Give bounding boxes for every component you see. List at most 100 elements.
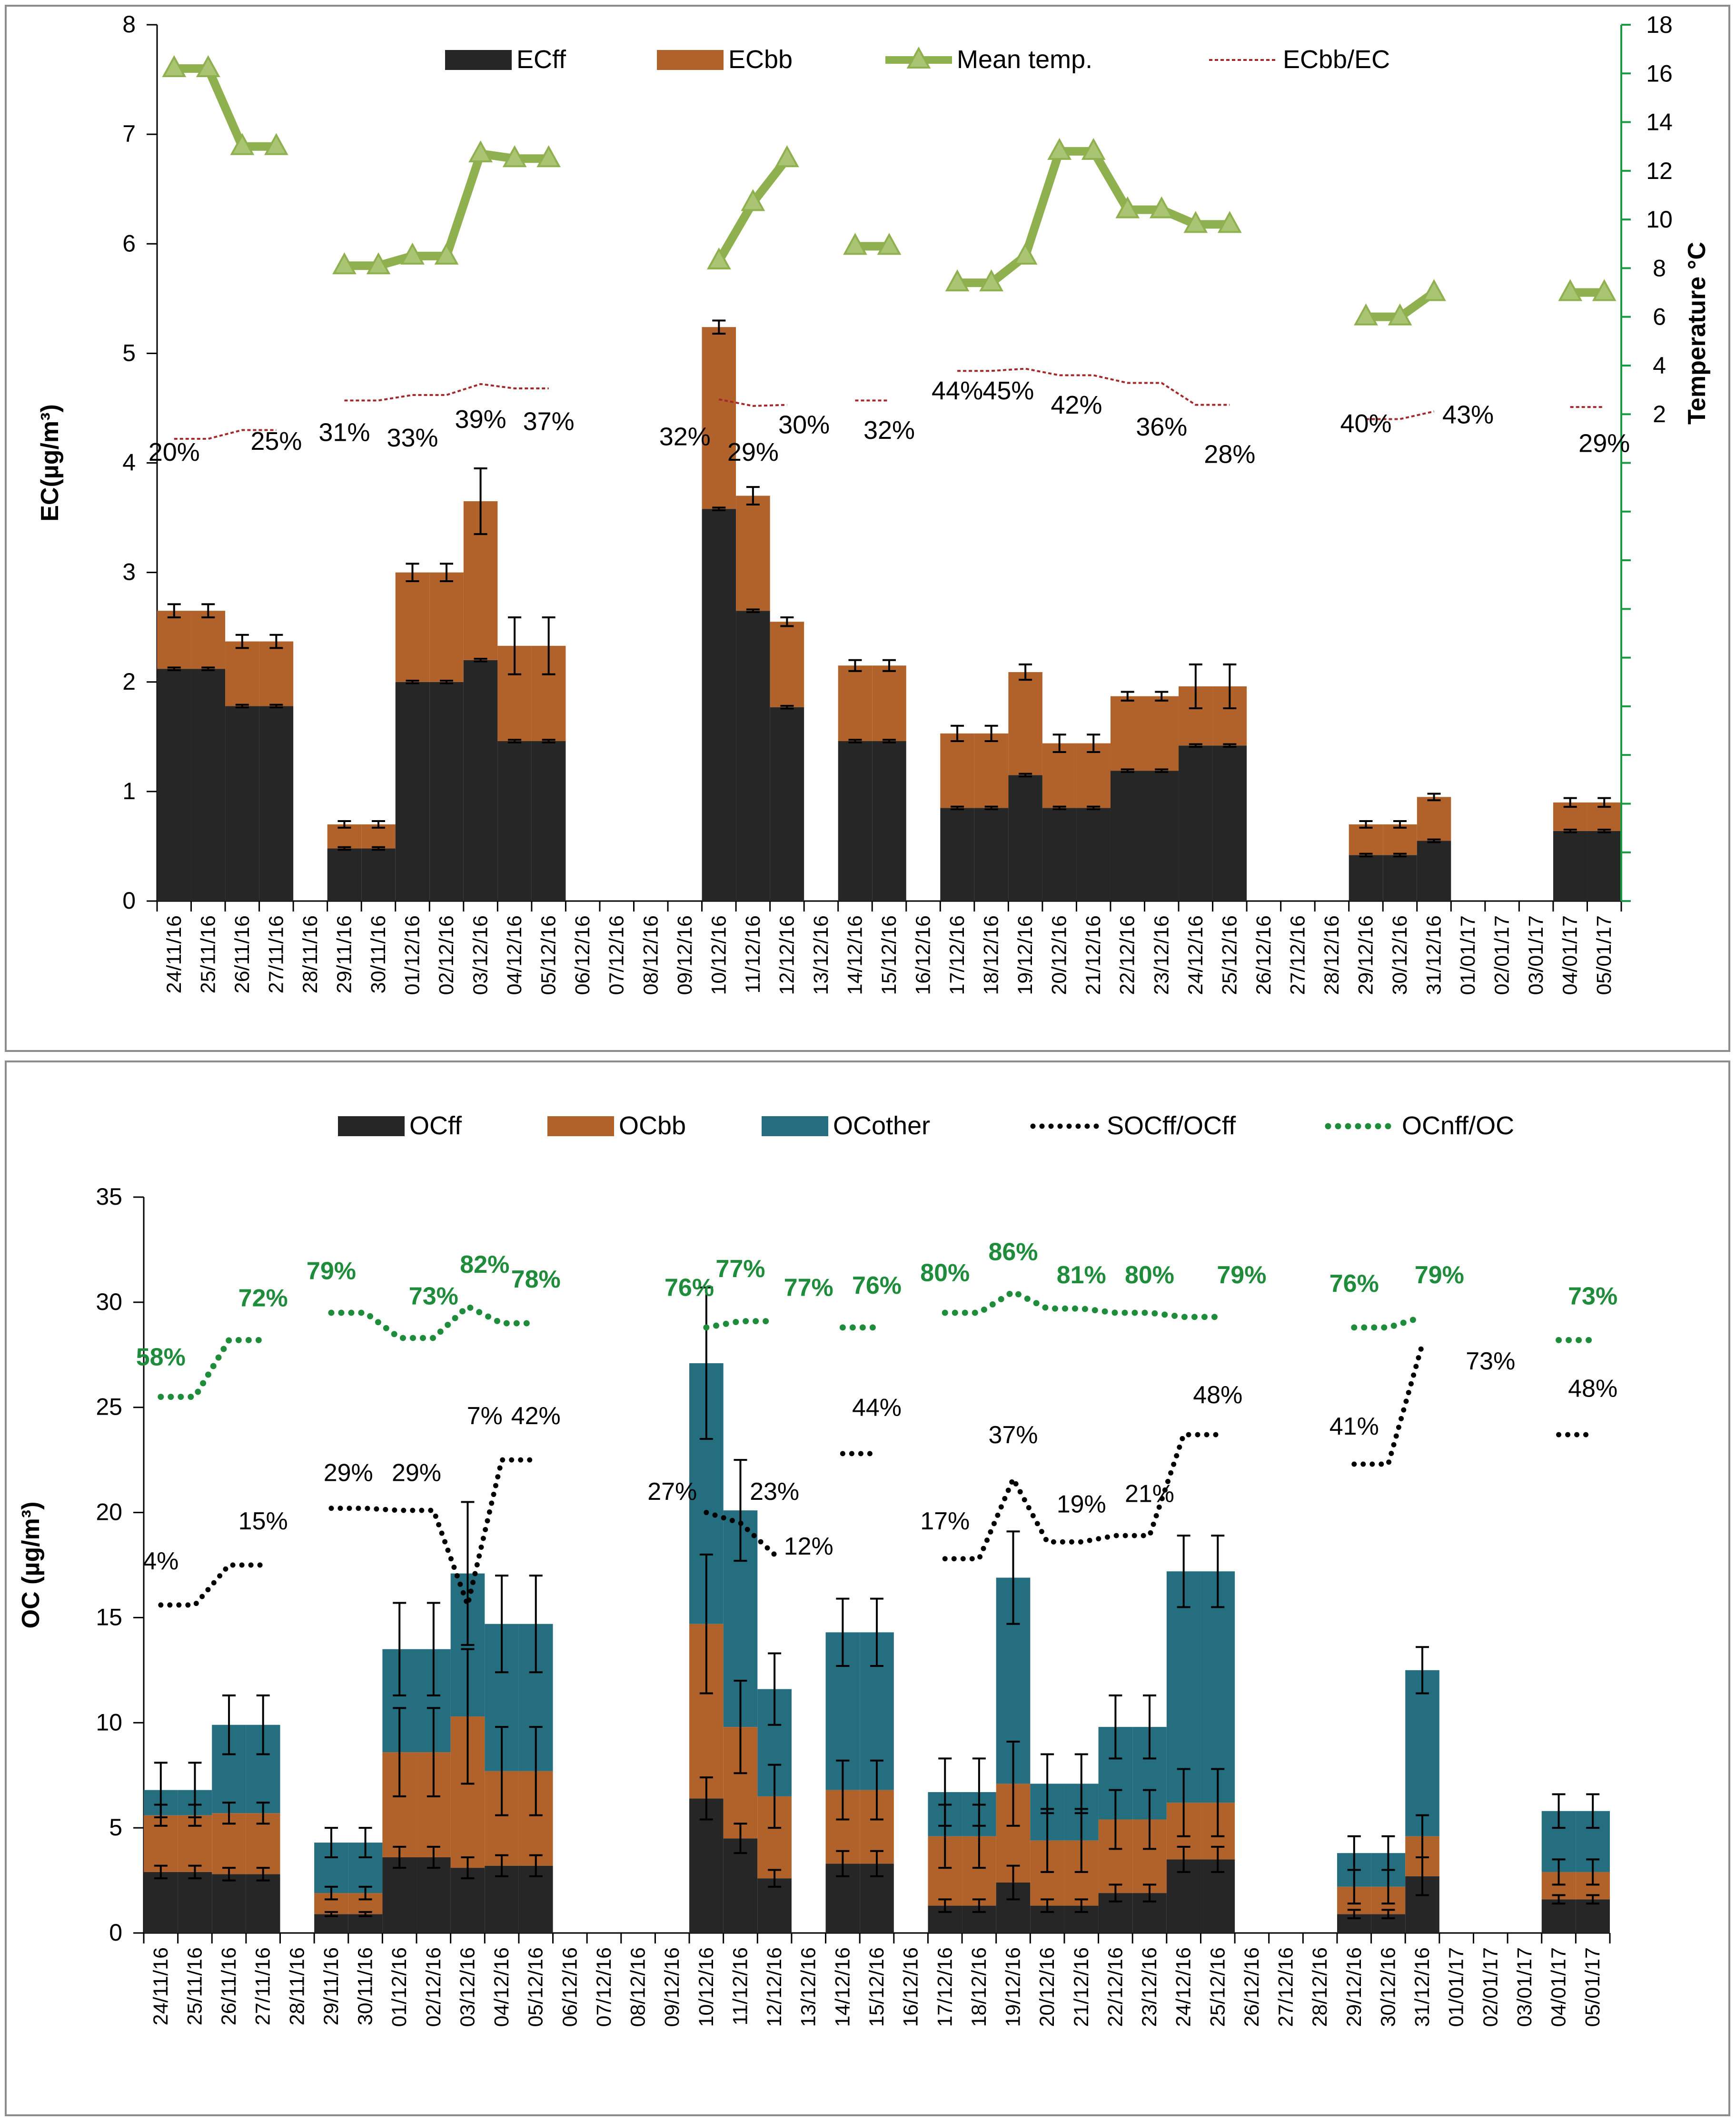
ec-temp-marker	[1115, 196, 1140, 218]
ec-x-tick-label: 02/01/17	[1491, 915, 1514, 995]
ec-x-tick-label: 27/11/16	[265, 915, 288, 993]
ec-x-tick-label: 10/12/16	[707, 915, 730, 995]
ec-temp-marker	[706, 247, 731, 270]
ec-bar-ecff	[1553, 831, 1587, 901]
oc-x-tick-label: 03/01/17	[1513, 1947, 1536, 2027]
ec-bar-ecff	[327, 848, 362, 901]
ec-series-ecbb-ec-ratio	[174, 429, 277, 440]
ec-y-tick-label: 0	[122, 887, 136, 914]
oc-x-tick-label: 18/12/16	[968, 1947, 991, 2027]
ec-x-tick-label: 31/12/16	[1423, 915, 1446, 995]
ec-x-tick-label: 17/12/16	[946, 915, 969, 995]
ec-legend-label-ecbb-ec: ECbb/EC	[1283, 45, 1390, 74]
ec-temp-marker	[877, 233, 902, 255]
ec-ratio-label: 30%	[778, 410, 830, 439]
ec-bar-ecbb	[872, 665, 906, 742]
oc-legend-swatch-ocother	[762, 1116, 828, 1136]
oc-soc-label: 29%	[392, 1459, 441, 1487]
oc-x-tick-label: 24/11/16	[149, 1947, 172, 2025]
ec-bar-ecff	[1587, 831, 1621, 901]
ec-x-tick-label: 04/01/17	[1559, 915, 1582, 995]
ec-ratio-label: 25%	[250, 427, 302, 456]
ec-bar-ecff	[872, 741, 906, 901]
ec-bar-ecff	[1179, 745, 1213, 901]
ec-temp-marker	[1047, 138, 1072, 160]
ec-x-tick-label: 26/11/16	[231, 915, 254, 993]
ec-temp-marker	[366, 252, 391, 275]
oc-x-tick-label: 29/11/16	[320, 1947, 343, 2025]
oc-nff-label: 81%	[1057, 1261, 1106, 1289]
ec-bar-ecbb	[157, 611, 191, 669]
oc-x-tick-label: 02/12/16	[422, 1947, 445, 2027]
ec-y2-tick-label: 18	[1646, 11, 1673, 38]
ec-bar-ecbb	[225, 641, 259, 706]
oc-y-tick-label: 15	[96, 1604, 122, 1630]
oc-x-tick-label: 04/01/17	[1548, 1947, 1570, 2027]
oc-bar-ocother	[1405, 1670, 1439, 1836]
ec-temp-marker	[1183, 211, 1208, 233]
ec-temp-marker	[196, 55, 220, 78]
ec-legend-label-ecff: ECff	[516, 45, 566, 74]
oc-soc-label: 29%	[324, 1459, 373, 1487]
ec-bar-ecff	[531, 741, 566, 901]
ec-ratio-label: 37%	[523, 407, 575, 436]
ec-y-tick-label: 3	[122, 559, 136, 585]
ec-bar-ecff	[157, 669, 191, 901]
ec-bar-ecff	[361, 848, 396, 901]
oc-x-tick-label: 13/12/16	[797, 1947, 820, 2027]
ec-ratio-label: 32%	[659, 423, 711, 451]
ec-bar-ecbb	[1349, 824, 1383, 855]
oc-soc-label: 17%	[920, 1507, 970, 1535]
ec-series-ecbb-ec-ratio	[718, 398, 787, 407]
oc-bar-ocff	[689, 1798, 724, 1933]
ec-y-tick-label: 2	[122, 668, 136, 695]
ec-x-tick-label: 28/11/16	[299, 915, 322, 993]
ec-x-tick-label: 25/11/16	[197, 915, 219, 993]
oc-bar-ocff	[417, 1857, 451, 1933]
ec-bar-ecff	[463, 660, 498, 901]
ec-y2-tick-label: 6	[1653, 304, 1666, 330]
oc-series-ocnff-oc	[942, 1288, 1221, 1320]
ec-x-tick-label: 09/12/16	[674, 915, 696, 995]
ec-bar-ecff	[191, 669, 226, 901]
ec-legend-swatch-ecff	[445, 50, 512, 70]
oc-chart-panel	[5, 1060, 1730, 2116]
ec-bar-ecff	[1110, 771, 1145, 901]
ec-ratio-label: 43%	[1442, 401, 1494, 429]
ec-x-tick-label: 05/12/16	[537, 915, 560, 995]
ec-x-tick-label: 29/11/16	[333, 915, 356, 993]
oc-bar-ocff	[723, 1838, 758, 1933]
oc-y-tick-label: 25	[96, 1394, 122, 1420]
ec-bar-ecbb	[1008, 672, 1042, 775]
ec-temp-marker	[1388, 303, 1412, 326]
ec-series-mean-temp	[957, 147, 1230, 287]
oc-soc-label: 73%	[1466, 1348, 1515, 1375]
ec-bar-ecbb	[191, 611, 226, 669]
oc-x-tick-label: 08/12/16	[627, 1947, 650, 2027]
oc-series-ocnff-oc	[1351, 1314, 1426, 1331]
ec-ratio-label: 36%	[1136, 413, 1187, 441]
ec-temp-marker	[1081, 138, 1106, 160]
oc-legend-label-ocnff-oc: OCnff/OC	[1402, 1111, 1514, 1140]
oc-group: 0 5 10 15 20 25 30 35 24/11/16 25/11/16 26/11/16 27…	[17, 1111, 1617, 2027]
ec-ratio-label: 45%	[982, 377, 1034, 405]
oc-x-tick-label: 30/12/16	[1377, 1947, 1399, 2027]
ec-ratio-label: 29%	[727, 438, 779, 466]
ec-x-tick-label: 01/01/17	[1457, 915, 1479, 995]
ec-x-tick-label: 04/12/16	[503, 915, 526, 995]
ec-bar-ecff	[838, 741, 873, 901]
oc-y-tick-label: 10	[96, 1709, 122, 1735]
ec-temp-marker	[843, 233, 867, 255]
oc-soc-label: 21%	[1125, 1480, 1174, 1507]
ec-bar-ecbb	[1042, 743, 1077, 808]
ec-bar-ecff	[736, 611, 770, 901]
oc-soc-label: 23%	[750, 1478, 799, 1506]
oc-x-tick-label: 10/12/16	[695, 1947, 718, 2027]
ec-bar-ecff	[1076, 808, 1111, 901]
oc-soc-label: 48%	[1193, 1381, 1242, 1409]
ec-temp-marker	[536, 145, 561, 168]
oc-soc-label: 44%	[852, 1394, 902, 1421]
ec-bar-ecff	[259, 706, 294, 901]
oc-x-tick-label: 31/12/16	[1411, 1947, 1434, 2027]
oc-series-socff-ocff	[1351, 1341, 1425, 1467]
